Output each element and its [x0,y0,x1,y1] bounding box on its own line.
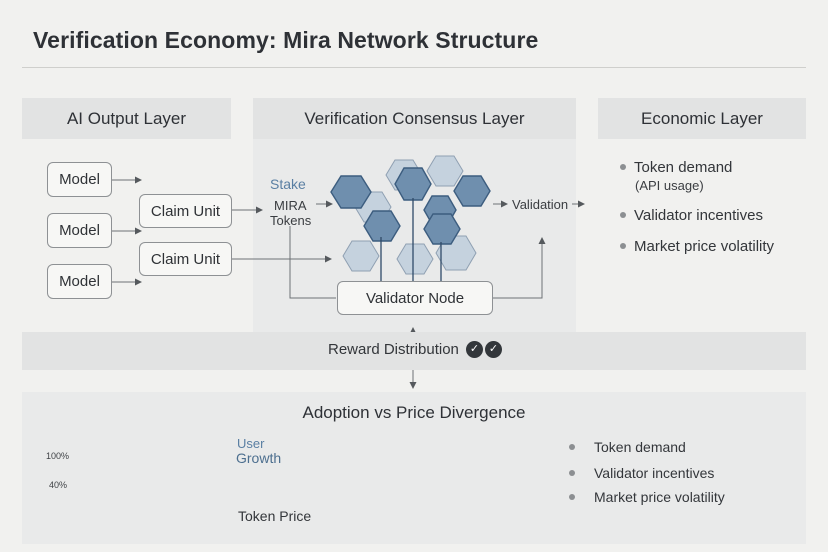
hex-cell [423,213,461,245]
hex-cell [453,175,491,207]
page-title: Verification Economy: Mira Network Struc… [33,27,539,53]
legend-dot [569,494,575,500]
reward-distribution-label: Reward Distribution [328,341,459,358]
bullet-dot [620,243,626,249]
hex-cell [342,240,380,272]
token-demand-item: Token demand [634,159,733,176]
economic-layer-header: Economic Layer [598,98,806,139]
title-divider [22,67,806,68]
model-box: Model [47,213,112,248]
validator-incentives-item: Validator incentives [634,207,763,224]
token-price-series-label: Token Price [238,508,312,524]
hex-cell [394,167,432,201]
hex-cell [396,243,434,275]
ai-output-layer-header: AI Output Layer [22,98,231,139]
check-icon: ✓ [466,341,483,358]
reward-distribution-band [22,332,806,370]
y-tick-label: 100% [46,451,70,461]
hex-cell [426,155,464,187]
legend-dot [569,444,575,450]
check-icon: ✓ [485,341,502,358]
model-box: Model [47,264,112,299]
hex-cell [363,210,401,242]
consensus-layer-header: Verification Consensus Layer [253,98,576,139]
token-demand-subtext: (API usage) [635,178,704,193]
bullet-dot [620,164,626,170]
stake-label: Stake [270,176,306,192]
legend-token-demand: Token demand [594,439,686,455]
model-box: Model [47,162,112,197]
hex-cell [330,175,372,209]
legend-validator-incentives: Validator incentives [594,465,715,481]
chart-panel [22,392,806,544]
validator-loop-left [289,226,336,299]
legend-market-price-volatility: Market price volatility [594,489,725,505]
user-series-label: User [237,436,265,451]
chart-title: Adoption vs Price Divergence [302,403,526,422]
validation-label: Validation [512,197,569,212]
tokens-label: Tokens [270,213,312,228]
mira-label: MIRA [274,198,307,213]
claim-unit-box: Claim Unit [139,242,232,276]
growth-series-label: Growth [236,450,282,466]
y-tick-label: 40% [49,480,68,490]
bullet-dot [620,212,626,218]
validator-node-box: Validator Node [337,281,493,315]
claim-unit-box: Claim Unit [139,194,232,228]
validator-hex-network [330,155,491,286]
legend-dot [569,470,575,476]
market-price-volatility-item: Market price volatility [634,238,775,255]
validator-loop-right [493,237,546,299]
